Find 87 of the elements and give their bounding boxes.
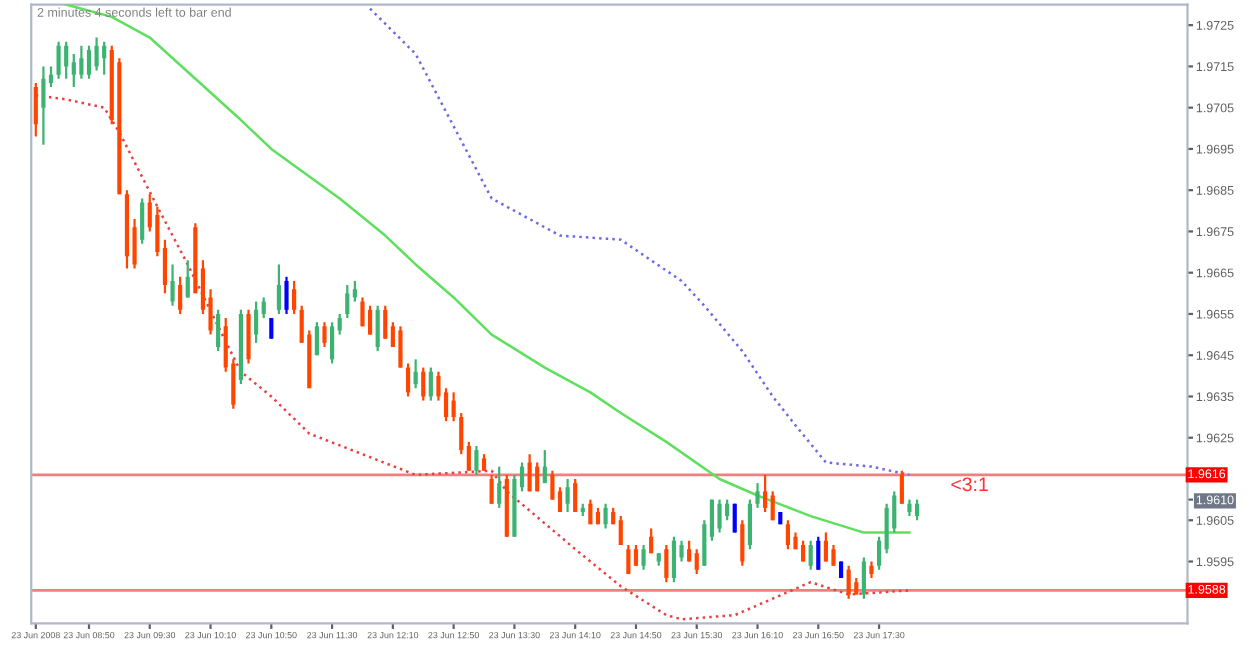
candlestick bbox=[694, 548, 699, 575]
candlestick bbox=[603, 502, 608, 530]
candlestick bbox=[246, 308, 251, 365]
candlestick bbox=[709, 498, 715, 542]
candlestick bbox=[284, 275, 289, 316]
candlestick bbox=[155, 205, 160, 258]
candlestick bbox=[94, 36, 99, 72]
candlestick bbox=[254, 300, 259, 344]
candlestick bbox=[588, 498, 593, 526]
candlestick bbox=[884, 502, 889, 555]
candlestick bbox=[861, 556, 866, 600]
candlestick bbox=[345, 283, 350, 320]
candlestick bbox=[102, 40, 107, 76]
candlestick bbox=[497, 465, 502, 509]
candlestick bbox=[162, 238, 168, 295]
candlestick bbox=[330, 321, 335, 365]
candlestick bbox=[489, 473, 494, 505]
candlestick bbox=[565, 477, 570, 514]
candlestick bbox=[831, 543, 836, 567]
candlestick bbox=[314, 321, 319, 357]
candlestick bbox=[671, 535, 677, 584]
candlestick bbox=[428, 366, 433, 402]
candlestick bbox=[618, 515, 623, 547]
candlestick bbox=[899, 469, 904, 505]
candlestick bbox=[687, 539, 692, 563]
candlestick bbox=[747, 498, 753, 551]
candlestick bbox=[542, 449, 547, 485]
annotation: <3:1 bbox=[951, 477, 988, 492]
candlestick bbox=[725, 498, 730, 522]
candlestick bbox=[64, 40, 69, 80]
candlestick bbox=[421, 366, 426, 402]
candlestick bbox=[405, 362, 411, 398]
candlestick bbox=[717, 498, 722, 534]
candlestick bbox=[185, 259, 190, 299]
candlestick bbox=[383, 304, 388, 340]
candlestick bbox=[770, 490, 775, 522]
candlestick bbox=[740, 519, 745, 567]
candlestick bbox=[914, 498, 920, 522]
candlestick bbox=[48, 65, 54, 89]
candlestick bbox=[178, 275, 183, 316]
candlestick bbox=[664, 543, 669, 584]
candlestick bbox=[649, 527, 654, 555]
candlestick bbox=[292, 279, 297, 316]
candlestick bbox=[56, 40, 61, 80]
candlestick bbox=[785, 519, 790, 551]
candlestick bbox=[367, 304, 373, 336]
candlestick bbox=[557, 486, 563, 514]
candlestick bbox=[375, 304, 380, 353]
candlestick bbox=[474, 444, 479, 476]
candlestick bbox=[398, 325, 403, 369]
candlestick bbox=[466, 440, 471, 472]
candlestick bbox=[86, 44, 92, 80]
candlestick bbox=[79, 44, 84, 80]
candlestick bbox=[823, 531, 828, 563]
candlestick bbox=[170, 263, 175, 307]
candlestick bbox=[269, 316, 274, 340]
candlestick bbox=[413, 358, 418, 390]
candlestick bbox=[763, 473, 768, 514]
candlestick bbox=[459, 411, 464, 456]
candlestick bbox=[573, 477, 578, 514]
candlestick bbox=[41, 65, 46, 146]
candlestick bbox=[633, 543, 639, 567]
candlestick bbox=[801, 539, 806, 563]
candlestick bbox=[641, 543, 646, 571]
candlestick bbox=[451, 391, 456, 423]
candlestick bbox=[216, 308, 221, 353]
candlestick bbox=[732, 502, 737, 534]
candlestick bbox=[276, 263, 281, 316]
candlestick bbox=[337, 312, 342, 336]
candlestick bbox=[755, 482, 760, 509]
candlestick bbox=[816, 535, 821, 571]
candlestick bbox=[352, 279, 357, 303]
candlestick bbox=[360, 296, 365, 328]
line-series bbox=[368, 7, 911, 477]
candlestick bbox=[550, 469, 555, 501]
candlestick bbox=[322, 321, 327, 349]
candlestick bbox=[846, 564, 851, 600]
candlestick bbox=[626, 543, 631, 575]
candlestick bbox=[808, 539, 813, 571]
candlestick bbox=[527, 453, 532, 493]
candlestick bbox=[876, 535, 882, 571]
candlestick bbox=[71, 52, 76, 89]
candlestick bbox=[261, 296, 266, 320]
candlestick bbox=[535, 461, 540, 493]
candlestick bbox=[140, 197, 145, 245]
candlestick bbox=[702, 519, 707, 567]
candlestick bbox=[33, 81, 38, 138]
